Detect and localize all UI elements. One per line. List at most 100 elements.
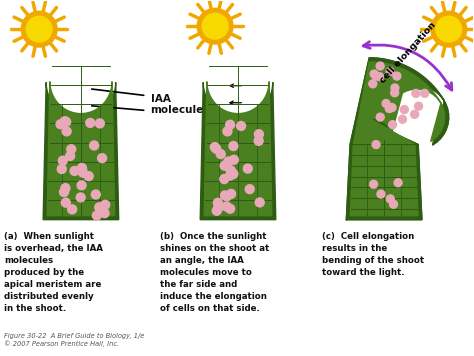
Circle shape <box>382 100 390 108</box>
Text: cell elongation: cell elongation <box>378 20 438 85</box>
Circle shape <box>79 168 87 177</box>
Circle shape <box>99 202 108 211</box>
Circle shape <box>60 117 69 126</box>
Circle shape <box>229 142 238 151</box>
Circle shape <box>410 110 419 118</box>
Circle shape <box>56 120 65 129</box>
Circle shape <box>57 164 66 173</box>
Circle shape <box>91 190 100 199</box>
Circle shape <box>62 117 71 126</box>
Circle shape <box>222 192 231 201</box>
Circle shape <box>77 181 86 190</box>
Circle shape <box>399 115 406 123</box>
Circle shape <box>372 72 380 80</box>
Circle shape <box>212 206 221 215</box>
Circle shape <box>61 198 70 207</box>
Circle shape <box>391 89 399 97</box>
Circle shape <box>60 188 69 197</box>
Circle shape <box>376 73 383 81</box>
Circle shape <box>229 155 238 164</box>
Circle shape <box>376 62 384 70</box>
Circle shape <box>100 209 109 218</box>
Circle shape <box>62 127 71 136</box>
Circle shape <box>76 193 85 202</box>
Circle shape <box>415 102 422 110</box>
Circle shape <box>393 72 401 80</box>
Circle shape <box>226 204 235 213</box>
Circle shape <box>388 104 396 111</box>
Circle shape <box>78 164 87 173</box>
Circle shape <box>436 16 462 42</box>
Circle shape <box>68 205 77 214</box>
Circle shape <box>226 166 235 175</box>
Circle shape <box>229 169 238 178</box>
Circle shape <box>197 8 233 44</box>
Circle shape <box>389 121 397 129</box>
Circle shape <box>237 121 246 130</box>
Circle shape <box>95 203 104 212</box>
Circle shape <box>386 195 394 203</box>
Text: Figure 30-22  A Brief Guide to Biology, 1/e
© 2007 Pearson Prentice Hall, Inc.: Figure 30-22 A Brief Guide to Biology, 1… <box>4 333 145 347</box>
Text: (c)  Cell elongation
results in the
bending of the shoot
toward the light.: (c) Cell elongation results in the bendi… <box>321 232 424 277</box>
Circle shape <box>369 80 377 88</box>
Circle shape <box>220 191 229 200</box>
Polygon shape <box>350 62 445 216</box>
Circle shape <box>58 156 67 165</box>
Circle shape <box>222 202 231 211</box>
Circle shape <box>370 70 378 78</box>
Circle shape <box>214 201 223 210</box>
Circle shape <box>255 198 264 207</box>
Text: (b)  Once the sunlight
shines on the shoot at
an angle, the IAA
molecules move t: (b) Once the sunlight shines on the shoo… <box>161 232 270 314</box>
Text: (a)  When sunlight
is overhead, the IAA
molecules
produced by the
apical meriste: (a) When sunlight is overhead, the IAA m… <box>4 232 103 314</box>
Circle shape <box>26 16 52 42</box>
Polygon shape <box>200 82 276 220</box>
Circle shape <box>214 203 223 212</box>
Circle shape <box>101 200 109 209</box>
Polygon shape <box>47 82 115 216</box>
Circle shape <box>84 172 93 180</box>
Circle shape <box>92 211 101 220</box>
Circle shape <box>216 150 225 158</box>
Circle shape <box>245 185 254 194</box>
Circle shape <box>227 189 236 198</box>
Polygon shape <box>43 82 118 220</box>
Circle shape <box>372 141 380 148</box>
Circle shape <box>385 105 393 112</box>
Circle shape <box>210 143 219 152</box>
Circle shape <box>421 89 428 97</box>
Circle shape <box>67 145 76 154</box>
Circle shape <box>226 120 235 129</box>
Circle shape <box>243 164 252 173</box>
Circle shape <box>98 154 107 163</box>
Circle shape <box>95 119 104 128</box>
Circle shape <box>220 174 229 183</box>
Circle shape <box>226 171 235 180</box>
Polygon shape <box>346 58 448 220</box>
Circle shape <box>223 127 232 136</box>
Circle shape <box>412 89 420 97</box>
Circle shape <box>61 184 70 193</box>
Circle shape <box>401 106 408 114</box>
Circle shape <box>394 179 402 187</box>
Circle shape <box>376 113 384 121</box>
Circle shape <box>390 200 398 208</box>
Circle shape <box>377 190 385 198</box>
Circle shape <box>370 180 378 188</box>
Circle shape <box>254 136 263 145</box>
Circle shape <box>66 152 75 161</box>
Circle shape <box>90 141 99 150</box>
Circle shape <box>255 130 264 139</box>
Polygon shape <box>204 82 272 216</box>
Circle shape <box>386 67 394 75</box>
Circle shape <box>220 161 229 170</box>
Circle shape <box>431 11 466 47</box>
Circle shape <box>97 206 106 215</box>
Circle shape <box>86 119 95 127</box>
Text: IAA
molecules: IAA molecules <box>151 94 210 115</box>
Circle shape <box>202 13 228 39</box>
Circle shape <box>213 198 222 207</box>
Circle shape <box>212 144 221 153</box>
Circle shape <box>391 84 399 92</box>
Circle shape <box>21 11 57 47</box>
Circle shape <box>77 163 86 172</box>
